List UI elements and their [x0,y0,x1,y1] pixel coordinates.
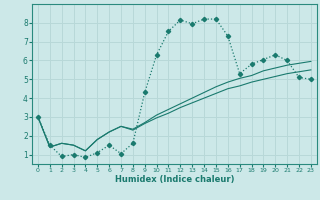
X-axis label: Humidex (Indice chaleur): Humidex (Indice chaleur) [115,175,234,184]
